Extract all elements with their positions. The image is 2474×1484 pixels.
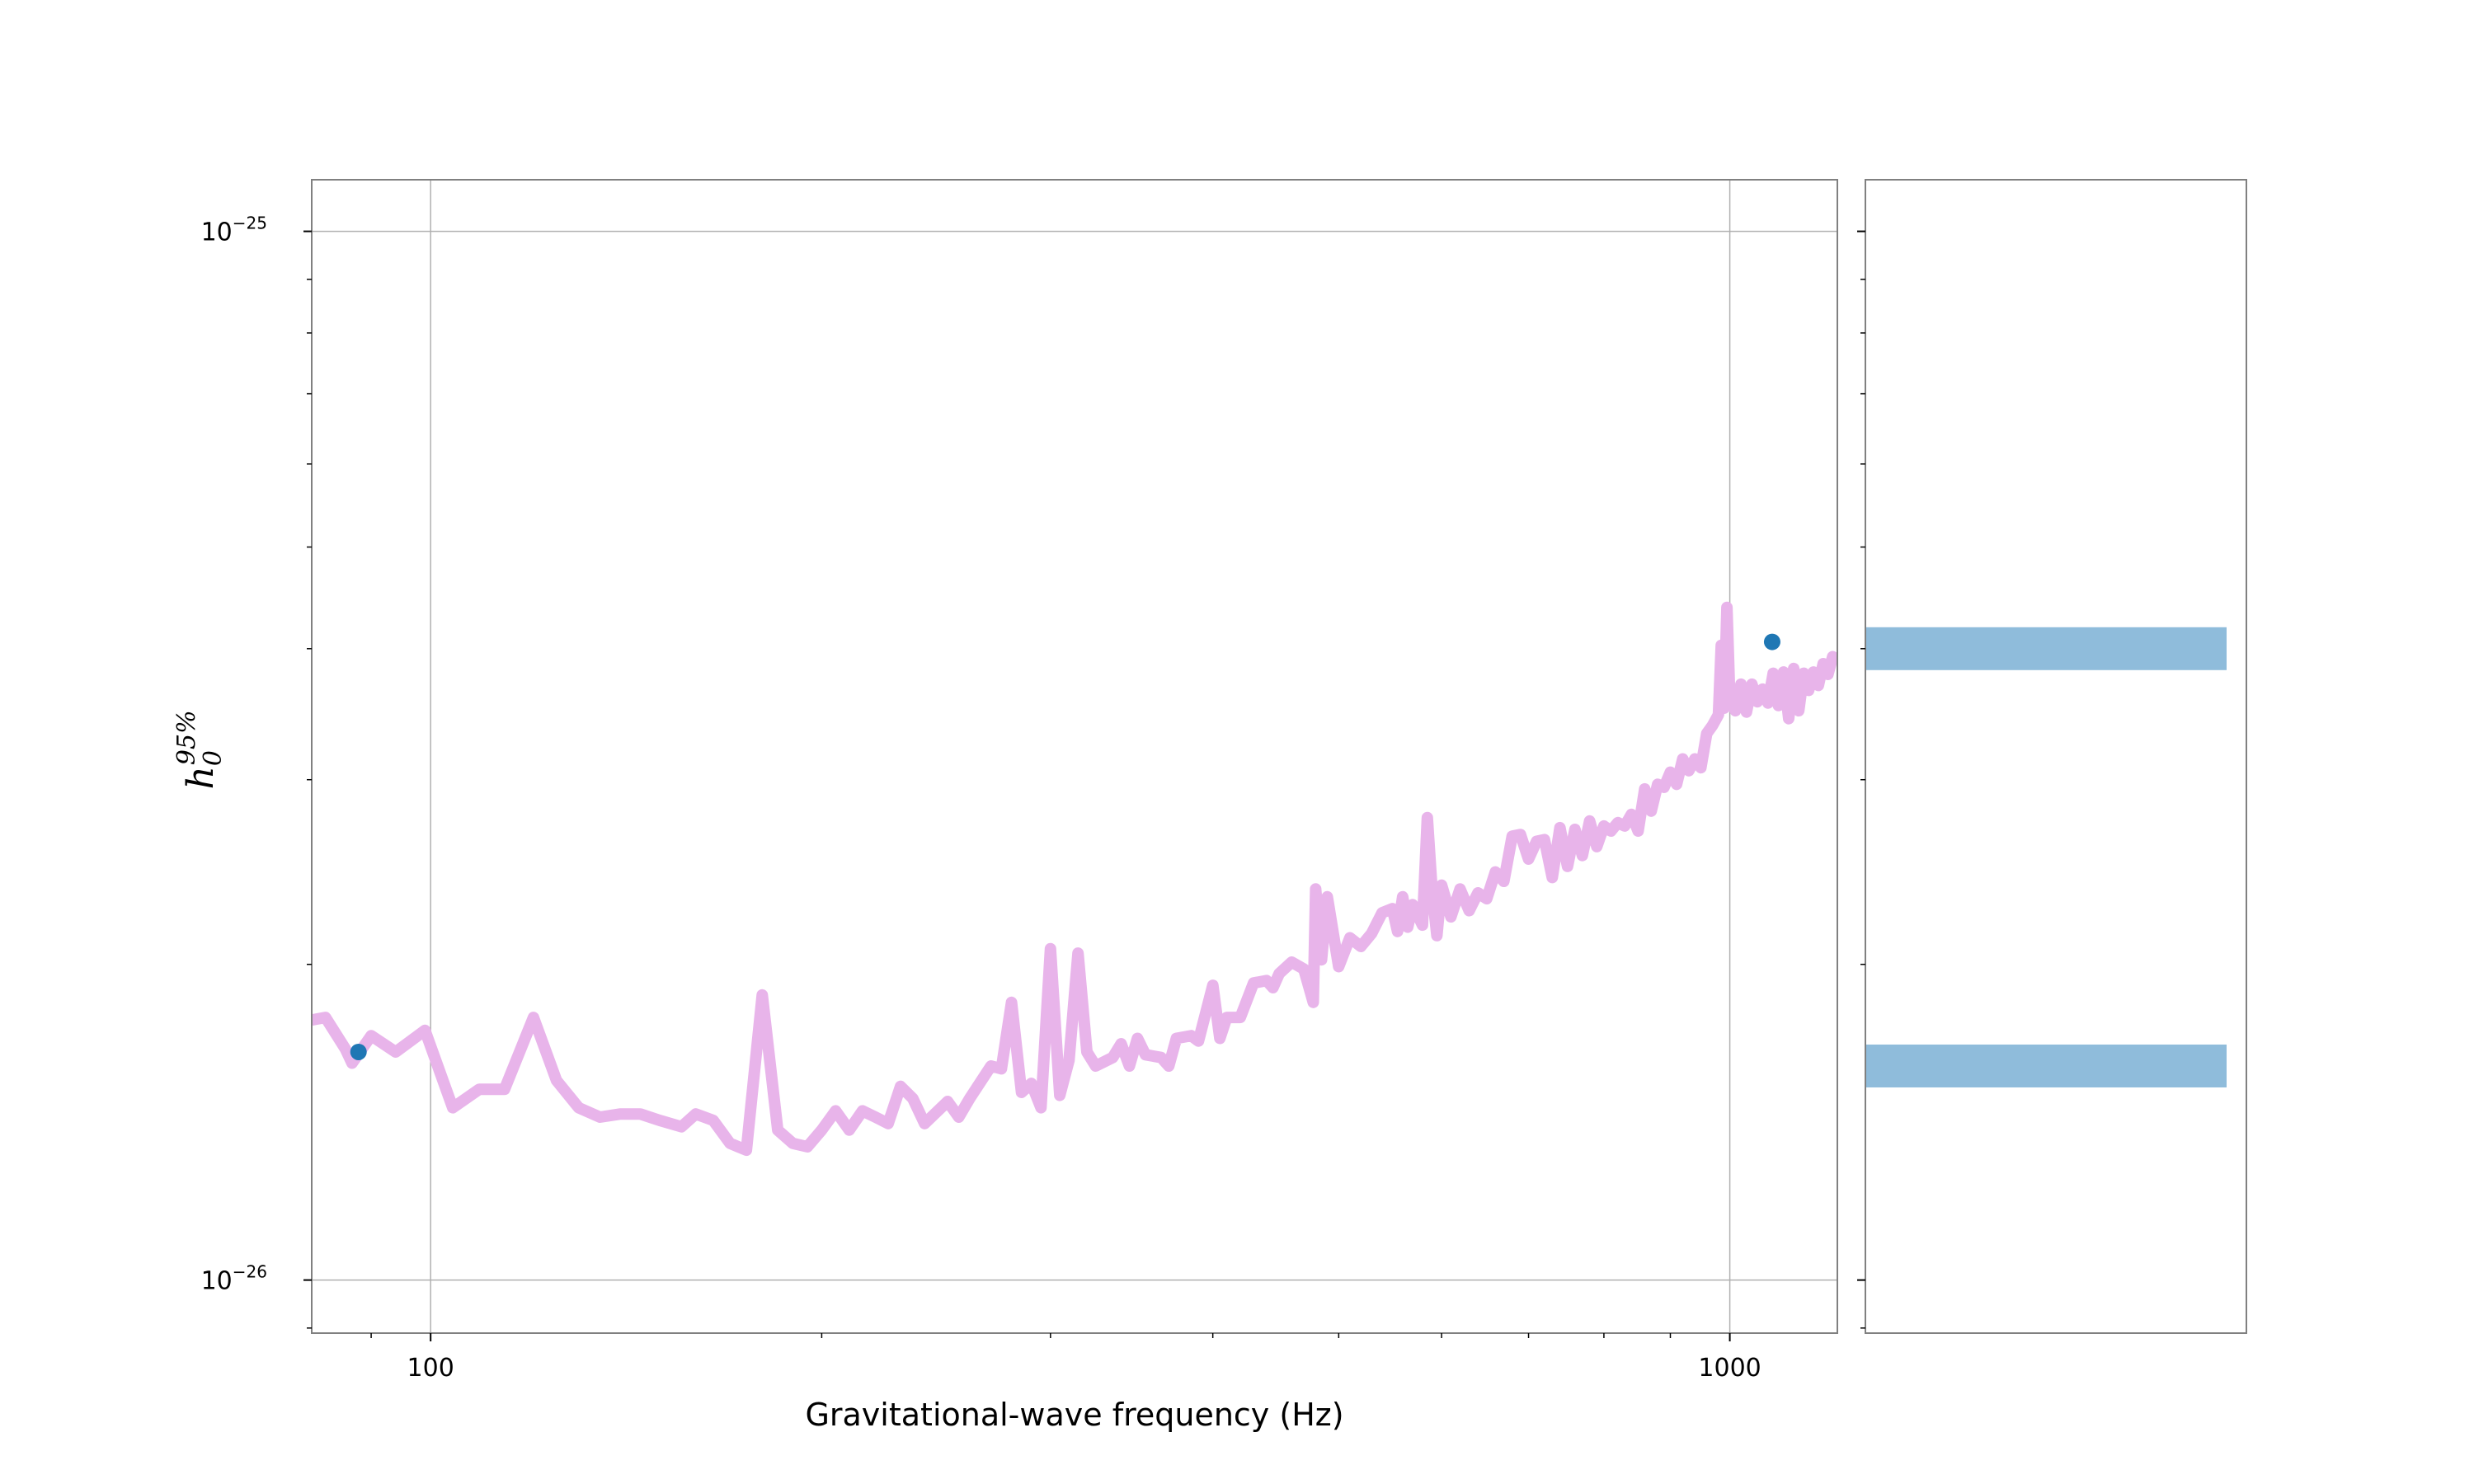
upper-limit-line [312,601,1837,1157]
side-axis-ticks [1857,230,1865,1329]
main-gridlines [312,180,1837,1333]
scatter-point [1763,633,1780,650]
side-bar-layer [1865,627,2227,1087]
y-tick-exponent: −26 [233,1262,267,1282]
side-bar [1865,627,2227,670]
y-axis-label-subscript: 0 [199,750,228,766]
y-axis-label-superscript: 95% [172,710,201,765]
x-tick-label: 100 [407,1354,454,1383]
y-tick-exponent: −25 [233,214,267,233]
y-tick-base: 10 [201,218,233,247]
x-tick-label: 1000 [1698,1354,1761,1383]
y-axis-label-symbol: h [180,766,222,789]
y-tick-label: 10−26 [201,1262,267,1296]
line-series-layer [312,601,1837,1157]
y-tick-label: 10−25 [201,214,267,247]
main-plot-frame [311,179,1838,1334]
scatter-series-layer [350,633,1780,1060]
x-axis-label: Gravitational-wave frequency (Hz) [805,1397,1343,1433]
side-plot-frame [1865,179,2247,1334]
y-axis-label: h095% [172,710,228,789]
y-tick-base: 10 [201,1267,233,1296]
scatter-point [350,1043,367,1060]
side-bar [1865,1044,2227,1087]
